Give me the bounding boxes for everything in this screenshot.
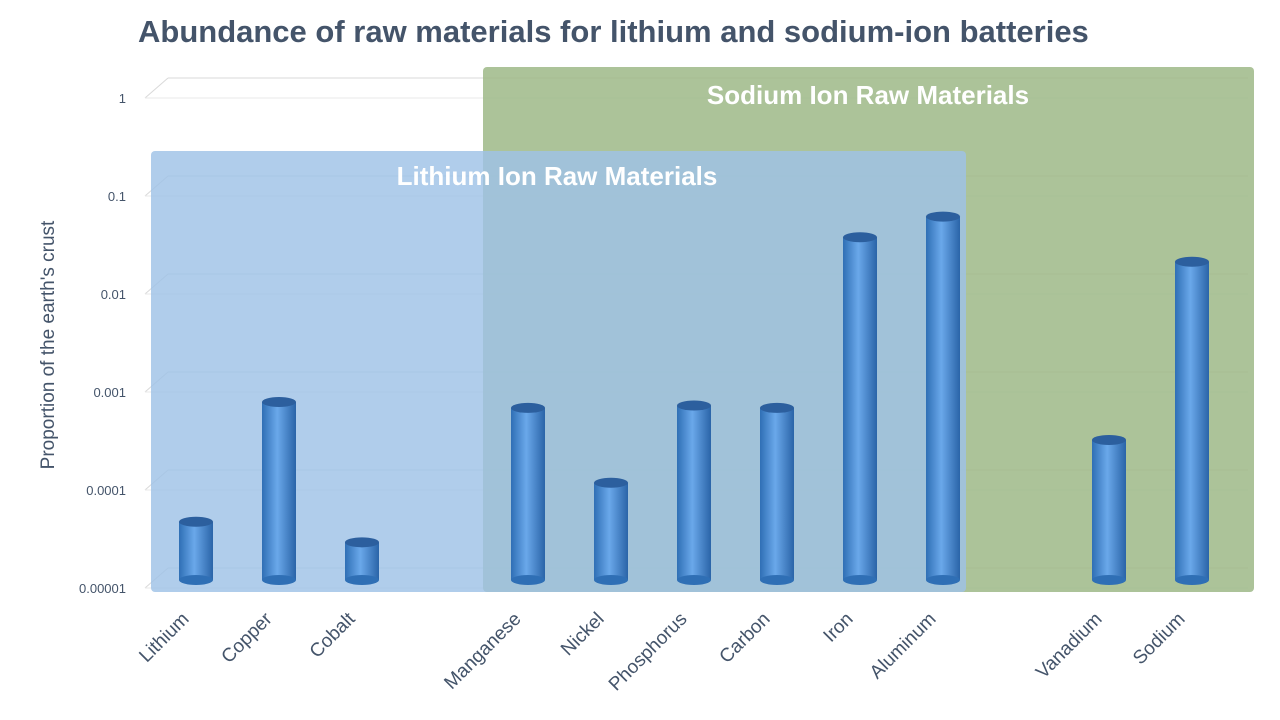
bar-top — [594, 477, 628, 488]
category-label: Cobalt — [306, 608, 360, 662]
bar-iron — [843, 232, 877, 585]
chart-title: Abundance of raw materials for lithium a… — [138, 14, 1089, 49]
bar-body — [1175, 261, 1209, 580]
category-label: Copper — [218, 608, 277, 667]
bar-base — [677, 575, 711, 585]
gridline-depth — [144, 77, 169, 99]
bar-body — [677, 405, 711, 580]
x-axis-categories: Lithium Copper Cobalt Manganese NickelPhosph… — [135, 608, 1189, 695]
bar-phosphorus — [677, 400, 711, 585]
bar-base — [262, 575, 296, 585]
bar-body — [843, 237, 877, 581]
y-tick-label: 0.0001 — [86, 483, 126, 498]
y-tick-label: 0.00001 — [79, 581, 126, 596]
bar-base — [345, 575, 379, 585]
bar-base — [843, 575, 877, 585]
bar-base — [594, 575, 628, 585]
bar-top — [262, 397, 296, 407]
y-tick-label: 1 — [119, 91, 126, 106]
y-axis-label: Proportion of the earth's crust — [38, 220, 59, 469]
bar-aluminum — [926, 211, 960, 585]
bar-body — [594, 482, 628, 580]
bar-top — [179, 516, 213, 527]
bar-top — [677, 400, 711, 411]
y-tick-label: 0.001 — [93, 385, 126, 400]
y-tick-label: 0.01 — [101, 287, 126, 302]
bar-vanadium — [1092, 434, 1126, 585]
bar-body — [345, 542, 379, 580]
bar-base — [179, 575, 213, 585]
bar-top — [345, 537, 379, 548]
bar-body — [926, 216, 960, 581]
bar-copper — [262, 397, 296, 585]
bar-top — [843, 232, 877, 243]
bar-body — [262, 402, 296, 580]
bar-base — [926, 575, 960, 585]
bar-top — [926, 211, 960, 222]
bar-top — [1092, 434, 1126, 445]
bar-body — [760, 407, 794, 580]
sodium-group-label: Sodium Ion Raw Materials — [707, 80, 1029, 110]
category-label: Aluminum — [866, 609, 941, 684]
category-label: Manganese — [440, 609, 525, 694]
bar-body — [179, 521, 213, 580]
bar-manganese — [511, 402, 545, 585]
category-label: Iron — [820, 609, 858, 647]
bars — [179, 211, 1209, 585]
bar-body — [1092, 439, 1126, 580]
category-label: Carbon — [716, 609, 775, 668]
category-label: Vanadium — [1032, 609, 1106, 683]
category-label: Nickel — [557, 609, 608, 660]
bar-carbon — [760, 402, 794, 585]
bar-base — [1092, 575, 1126, 585]
category-label: Lithium — [135, 609, 193, 667]
bar-top — [760, 402, 794, 413]
lithium-group-label: Lithium Ion Raw Materials — [397, 161, 718, 191]
category-label: Sodium — [1129, 609, 1189, 669]
bar-top — [511, 402, 545, 413]
bar-base — [760, 575, 794, 585]
bar-top — [1175, 256, 1209, 267]
bar-base — [1175, 575, 1209, 585]
bar-nickel — [594, 477, 628, 585]
y-tick-label: 0.1 — [108, 189, 126, 204]
y-axis-ticks: 0.00001 0.0001 0.001 0.01 0.1 1 — [79, 91, 126, 596]
bar-base — [511, 575, 545, 585]
bar-cobalt — [345, 537, 379, 585]
bar-body — [511, 407, 545, 580]
category-label: Phosphorus — [605, 609, 692, 696]
bar-sodium — [1175, 256, 1209, 585]
bar-lithium — [179, 516, 213, 585]
